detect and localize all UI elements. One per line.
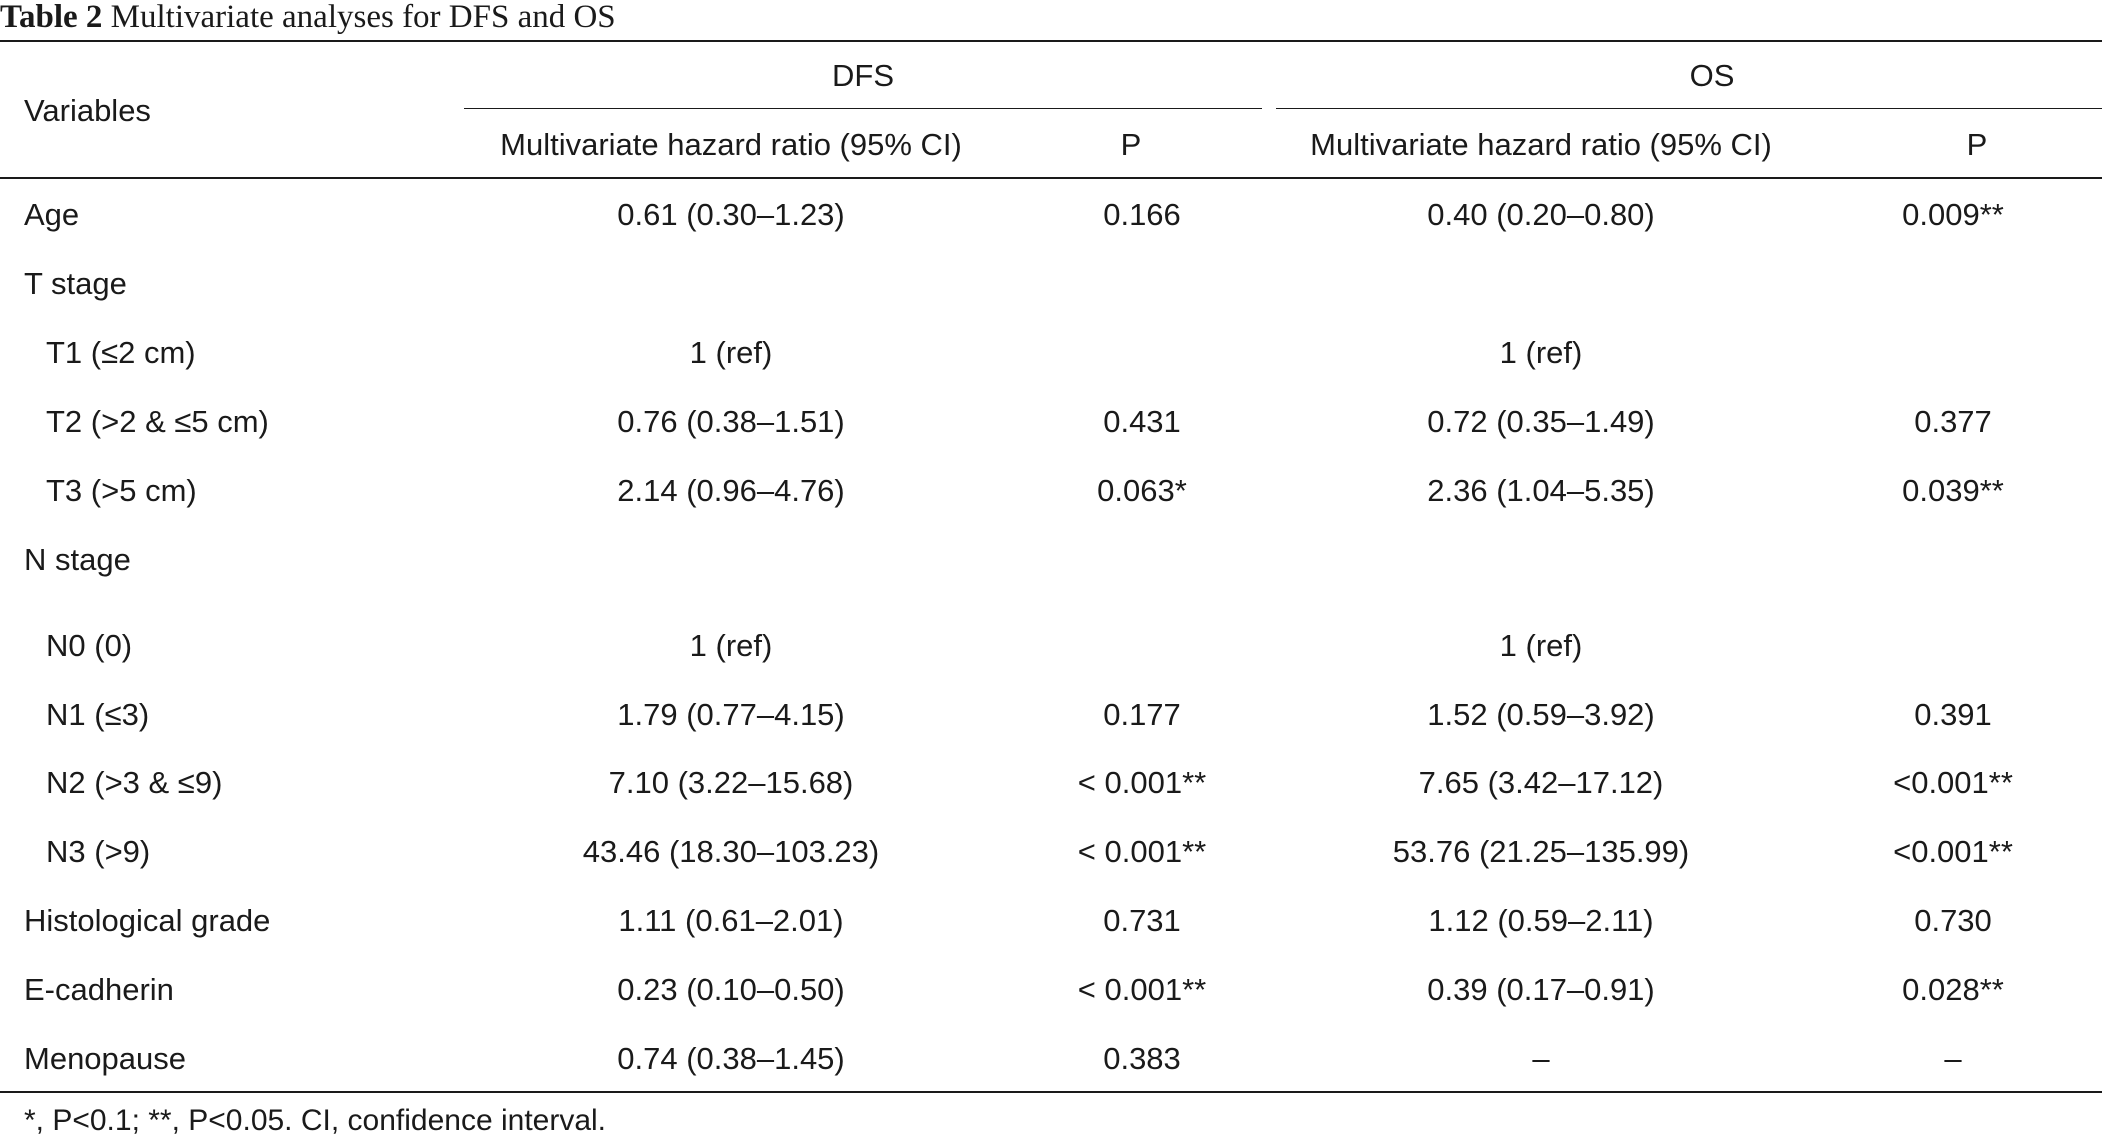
- os-p-value: 0.039**: [1902, 473, 2004, 508]
- table-caption-title: Multivariate analyses for DFS and OS: [110, 0, 616, 35]
- os-hazard-ratio: 0.39 (0.17–0.91): [1427, 972, 1655, 1007]
- os-hazard-ratio: 1 (ref): [1499, 335, 1583, 370]
- row-label: T3 (>5 cm): [46, 473, 197, 508]
- dfs-p-value: 0.166: [1103, 197, 1181, 232]
- table-footnote: *, P<0.1; **, P<0.05. CI, confidence int…: [24, 1104, 607, 1137]
- dfs-p-value: 0.177: [1103, 697, 1181, 732]
- dfs-p-value: < 0.001**: [1077, 765, 1207, 800]
- dfs-hazard-ratio: 0.74 (0.38–1.45): [617, 1041, 845, 1076]
- dfs-group-rule: [464, 108, 1262, 109]
- row-label: T2 (>2 & ≤5 cm): [46, 404, 269, 439]
- dfs-p-value: 0.063*: [1097, 473, 1187, 508]
- dfs-hazard-ratio: 43.46 (18.30–103.23): [582, 834, 880, 869]
- dfs-hazard-ratio: 0.61 (0.30–1.23): [617, 197, 845, 232]
- dfs-p-value: 0.431: [1103, 404, 1181, 439]
- os-hazard-ratio: 2.36 (1.04–5.35): [1427, 473, 1655, 508]
- os-p-value: 0.391: [1914, 697, 1992, 732]
- os-p-value: <0.001**: [1893, 765, 2013, 800]
- os-group-rule: [1276, 108, 2102, 109]
- row-label: N1 (≤3): [46, 697, 150, 732]
- dfs-p-value: < 0.001**: [1077, 834, 1207, 869]
- dfs-hazard-ratio: 7.10 (3.22–15.68): [608, 765, 854, 800]
- header-os-hazard-ratio: Multivariate hazard ratio (95% CI): [1310, 127, 1772, 162]
- header-dfs-p: P: [1120, 127, 1142, 162]
- os-hazard-ratio: 1.52 (0.59–3.92): [1427, 697, 1655, 732]
- os-p-value: 0.730: [1914, 903, 1992, 938]
- os-hazard-ratio: 53.76 (21.25–135.99): [1392, 834, 1690, 869]
- header-os: OS: [1689, 58, 1735, 93]
- os-p-value: –: [1944, 1041, 1962, 1076]
- row-label: T stage: [24, 266, 127, 301]
- table-caption-label: Table 2: [0, 0, 103, 35]
- os-p-value: 0.377: [1914, 404, 1992, 439]
- dfs-p-value: 0.731: [1103, 903, 1181, 938]
- header-os-p: P: [1966, 127, 1988, 162]
- header-bottom-rule: [0, 177, 2102, 179]
- top-rule: [0, 40, 2102, 42]
- os-hazard-ratio: 7.65 (3.42–17.12): [1418, 765, 1664, 800]
- dfs-hazard-ratio: 0.76 (0.38–1.51): [617, 404, 845, 439]
- row-label: Menopause: [24, 1041, 187, 1076]
- os-p-value: 0.028**: [1902, 972, 2004, 1007]
- dfs-p-value: < 0.001**: [1077, 972, 1207, 1007]
- dfs-hazard-ratio: 2.14 (0.96–4.76): [617, 473, 845, 508]
- dfs-hazard-ratio: 1 (ref): [689, 628, 773, 663]
- row-label: N2 (>3 & ≤9): [46, 765, 223, 800]
- os-hazard-ratio: –: [1532, 1041, 1550, 1076]
- os-hazard-ratio: 1.12 (0.59–2.11): [1428, 903, 1654, 938]
- dfs-hazard-ratio: 1.11 (0.61–2.01): [618, 903, 844, 938]
- row-label: N stage: [24, 542, 131, 577]
- row-label: T1 (≤2 cm): [46, 335, 196, 370]
- row-label: Histological grade: [24, 903, 271, 938]
- dfs-hazard-ratio: 1 (ref): [689, 335, 773, 370]
- header-variables: Variables: [24, 93, 151, 128]
- dfs-p-value: 0.383: [1103, 1041, 1181, 1076]
- table-caption: Table 2 Multivariate analyses for DFS an…: [0, 0, 616, 38]
- os-hazard-ratio: 0.40 (0.20–0.80): [1427, 197, 1655, 232]
- row-label: N0 (0): [46, 628, 133, 663]
- row-label: E-cadherin: [24, 972, 174, 1007]
- header-dfs: DFS: [832, 58, 894, 93]
- bottom-rule: [0, 1091, 2102, 1093]
- os-hazard-ratio: 1 (ref): [1499, 628, 1583, 663]
- dfs-hazard-ratio: 1.79 (0.77–4.15): [617, 697, 845, 732]
- os-p-value: 0.009**: [1902, 197, 2004, 232]
- os-hazard-ratio: 0.72 (0.35–1.49): [1427, 404, 1655, 439]
- header-dfs-hazard-ratio: Multivariate hazard ratio (95% CI): [500, 127, 962, 162]
- row-label: N3 (>9): [46, 834, 151, 869]
- os-p-value: <0.001**: [1893, 834, 2013, 869]
- row-label: Age: [24, 197, 80, 232]
- dfs-hazard-ratio: 0.23 (0.10–0.50): [617, 972, 845, 1007]
